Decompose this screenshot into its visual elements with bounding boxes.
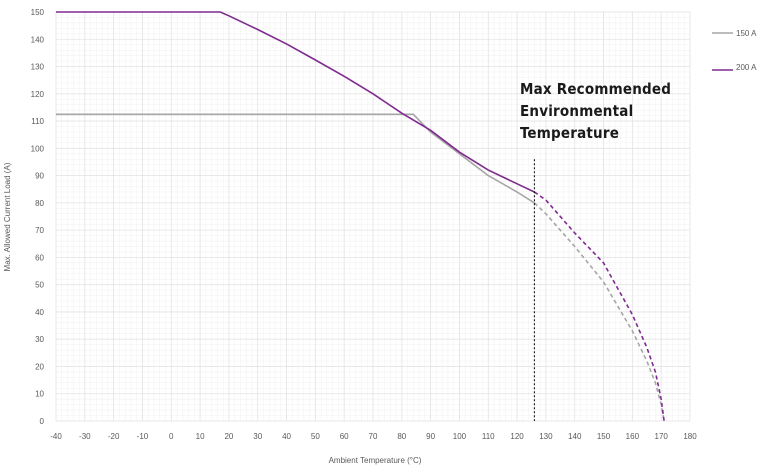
annotation-line-3: Temperature <box>520 124 619 142</box>
legend-label-150a: 150 A <box>736 29 757 38</box>
x-tick-label: 20 <box>224 432 233 441</box>
x-tick-label: -10 <box>137 432 149 441</box>
y-tick-label: 50 <box>35 281 44 290</box>
series-lines <box>56 11 665 422</box>
y-tick-label: 140 <box>31 35 45 44</box>
x-tick-label: 10 <box>196 432 205 441</box>
y-tick-label: 30 <box>35 335 44 344</box>
x-tick-label: 130 <box>539 432 553 441</box>
x-tick-label: 140 <box>568 432 582 441</box>
y-tick-label: 90 <box>35 172 44 181</box>
x-tick-label: 0 <box>169 432 174 441</box>
y-tick-label: 100 <box>31 144 45 153</box>
x-tick-label: -30 <box>79 432 91 441</box>
y-tick-label: 40 <box>35 308 44 317</box>
y-axis-tick-labels: 0 10 20 30 40 50 60 70 80 90 100 110 120 130 140 150 <box>31 8 45 426</box>
x-tick-label: 90 <box>426 432 435 441</box>
x-tick-label: 120 <box>510 432 524 441</box>
x-tick-label: -20 <box>108 432 120 441</box>
x-tick-label: 150 <box>597 432 611 441</box>
x-tick-label: 30 <box>253 432 262 441</box>
series-200a-solid-line <box>56 11 535 193</box>
x-tick-label: 60 <box>340 432 349 441</box>
y-tick-label: 110 <box>31 117 44 126</box>
series-150a-solid-line <box>56 113 535 204</box>
x-tick-label: 180 <box>683 432 697 441</box>
x-tick-label: 110 <box>482 432 495 441</box>
y-tick-label: 0 <box>40 417 45 426</box>
y-tick-label: 130 <box>31 63 45 72</box>
x-tick-label: 80 <box>397 432 406 441</box>
x-axis-title: Ambient Temperature (°C) <box>329 456 422 465</box>
y-tick-label: 70 <box>35 226 44 235</box>
x-tick-label: 50 <box>311 432 320 441</box>
y-tick-label: 10 <box>35 390 44 399</box>
x-axis-tick-labels: -40 -30 -20 -10 0 10 20 30 40 50 60 70 80 90 100 110 120… <box>50 432 697 441</box>
legend: 150 A 200 A <box>712 29 757 72</box>
major-gridlines <box>55 11 691 422</box>
series-150a-dashed-line <box>533 202 665 422</box>
y-tick-label: 150 <box>31 8 45 17</box>
y-axis-title: Max. Allowed Current Load (A) <box>3 162 12 271</box>
y-tick-label: 60 <box>35 253 44 262</box>
x-tick-label: 160 <box>626 432 640 441</box>
y-tick-label: 120 <box>31 90 45 99</box>
x-tick-label: 70 <box>369 432 378 441</box>
y-tick-label: 80 <box>35 199 44 208</box>
x-tick-label: -40 <box>50 432 62 441</box>
annotation-line-2: Environmental <box>520 102 633 120</box>
annotation-line-1: Max Recommended <box>520 80 671 98</box>
x-tick-label: 40 <box>282 432 291 441</box>
x-tick-label: 170 <box>655 432 669 441</box>
x-tick-label: 100 <box>453 432 467 441</box>
series-200a-dashed-line <box>533 191 665 422</box>
legend-label-200a: 200 A <box>736 63 757 72</box>
y-tick-label: 20 <box>35 362 44 371</box>
